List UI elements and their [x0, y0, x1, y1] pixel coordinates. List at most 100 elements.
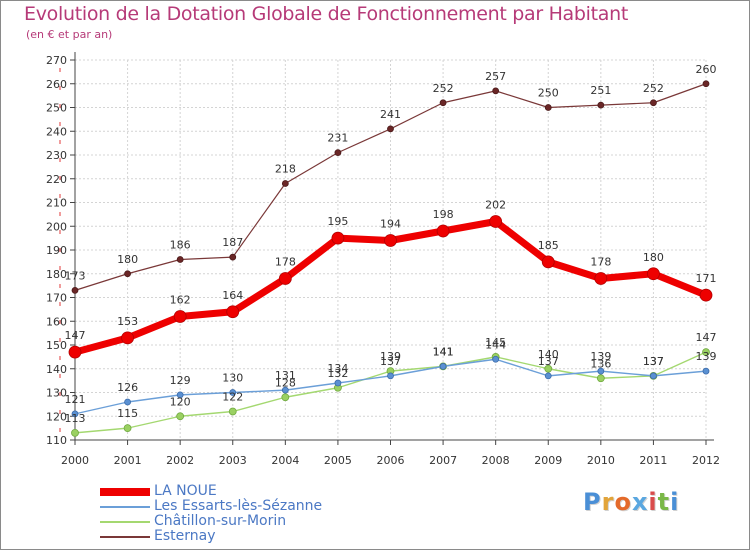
- data-point: [594, 272, 608, 285]
- y-tick-label: 170: [46, 292, 67, 305]
- proxiti-logo: Proxiti: [583, 488, 680, 516]
- data-label: 131: [275, 369, 296, 382]
- data-point: [387, 372, 394, 380]
- data-label: 120: [170, 395, 191, 408]
- data-label: 252: [433, 82, 454, 95]
- data-point: [68, 345, 82, 359]
- data-point: [334, 379, 342, 387]
- data-point: [228, 407, 237, 416]
- data-label: 144: [485, 338, 506, 351]
- x-tick-label: 2008: [482, 454, 510, 467]
- data-label: 164: [222, 289, 243, 302]
- data-label: 132: [327, 367, 348, 380]
- data-label: 141: [433, 345, 454, 358]
- data-label: 180: [117, 253, 138, 266]
- data-point: [176, 412, 185, 421]
- data-label: 122: [222, 391, 243, 404]
- y-tick-label: 260: [46, 78, 67, 91]
- data-point: [544, 364, 553, 373]
- data-point: [439, 362, 447, 370]
- data-point: [702, 348, 710, 357]
- data-point: [702, 80, 710, 88]
- data-label: 147: [696, 331, 717, 344]
- data-label: 178: [275, 256, 296, 269]
- data-point: [281, 386, 289, 394]
- x-tick-label: 2010: [587, 454, 615, 467]
- y-tick-label: 200: [46, 220, 67, 233]
- x-tick-label: 2005: [324, 454, 352, 467]
- data-point: [229, 389, 237, 396]
- y-tick-label: 190: [46, 244, 67, 257]
- data-point: [439, 99, 447, 107]
- data-point: [281, 180, 289, 187]
- data-label: 128: [275, 376, 296, 389]
- data-point: [176, 256, 184, 263]
- x-tick-label: 2012: [692, 454, 720, 467]
- data-label: 185: [538, 239, 559, 252]
- data-label: 121: [65, 393, 86, 406]
- data-label: 140: [538, 348, 559, 361]
- data-label: 260: [696, 63, 717, 76]
- data-point: [331, 231, 345, 245]
- data-label: 141: [433, 345, 454, 358]
- y-tick-label: 250: [46, 102, 67, 115]
- data-point: [387, 125, 394, 133]
- legend-swatch: [100, 536, 150, 538]
- data-label: 139: [380, 350, 401, 363]
- data-point: [492, 355, 500, 363]
- x-tick-label: 2007: [429, 454, 457, 467]
- data-point: [647, 267, 660, 281]
- x-tick-label: 2011: [639, 454, 667, 467]
- data-label: 153: [117, 315, 138, 328]
- data-point: [596, 374, 605, 383]
- data-label: 250: [538, 87, 559, 100]
- data-point: [176, 391, 184, 399]
- legend-label: Les Essarts-lès-Sézanne: [154, 498, 323, 514]
- data-label: 137: [538, 355, 559, 368]
- y-tick-label: 160: [46, 315, 67, 328]
- data-label: 194: [380, 218, 401, 231]
- y-tick-label: 240: [46, 125, 67, 138]
- data-label: 137: [643, 355, 664, 368]
- data-label: 231: [327, 132, 348, 145]
- data-point: [541, 255, 555, 269]
- y-tick-label: 130: [46, 387, 67, 400]
- legend-label: LA NOUE: [154, 483, 217, 499]
- data-point: [597, 101, 605, 109]
- data-point: [650, 372, 657, 380]
- data-point: [650, 99, 657, 107]
- data-point: [699, 288, 713, 302]
- y-tick-label: 220: [46, 173, 67, 186]
- data-label: 139: [696, 350, 717, 363]
- data-label: 134: [327, 362, 348, 375]
- data-label: 136: [590, 357, 611, 370]
- x-tick-label: 2009: [534, 454, 562, 467]
- data-label: 198: [433, 208, 454, 221]
- x-tick-label: 2002: [166, 454, 194, 467]
- data-point: [436, 224, 450, 238]
- y-tick-label: 210: [46, 197, 67, 210]
- data-label: 115: [117, 407, 138, 420]
- legend-swatch: [100, 488, 150, 496]
- data-label: 171: [696, 272, 717, 285]
- legend-swatch: [100, 506, 150, 508]
- data-point: [71, 286, 79, 294]
- data-point: [544, 372, 552, 380]
- x-tick-label: 2006: [377, 454, 405, 467]
- data-point: [489, 215, 503, 228]
- data-point: [492, 87, 500, 95]
- data-point: [124, 398, 131, 406]
- chart-subtitle: (en € et par an): [26, 28, 113, 41]
- data-point: [278, 272, 292, 285]
- legend-label: Esternay: [154, 528, 216, 544]
- y-tick-label: 150: [46, 339, 67, 352]
- data-point: [281, 393, 290, 402]
- data-label: 113: [65, 412, 86, 425]
- x-tick-label: 2001: [114, 454, 142, 467]
- data-point: [71, 410, 79, 418]
- data-point: [384, 234, 397, 247]
- data-point: [702, 367, 710, 375]
- x-tick-label: 2000: [61, 454, 89, 467]
- data-point: [173, 310, 187, 323]
